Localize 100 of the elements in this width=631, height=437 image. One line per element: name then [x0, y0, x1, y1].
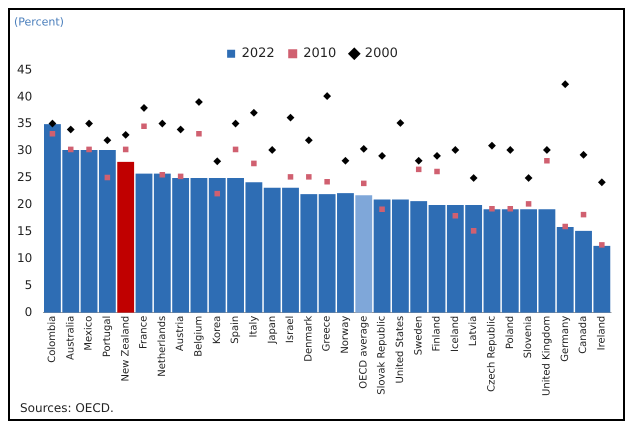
legend-label: 2022 — [242, 46, 275, 62]
point — [141, 123, 147, 130]
point — [506, 146, 514, 154]
point — [232, 120, 240, 128]
point — [160, 172, 166, 178]
x-tick-label: OECD average — [358, 316, 370, 389]
point — [415, 157, 422, 164]
point — [140, 104, 148, 112]
bar — [355, 195, 372, 313]
point — [68, 146, 74, 152]
x-tick-label: Greece — [322, 316, 333, 352]
y-tick-label: 40 — [16, 89, 32, 104]
point — [288, 174, 294, 180]
point — [214, 190, 220, 196]
x-tick-label: Colombia — [47, 316, 58, 363]
y-tick-label: 10 — [16, 250, 32, 265]
point — [580, 212, 586, 218]
x-tick-label: Ireland — [596, 316, 608, 350]
point — [176, 126, 184, 134]
y-tick-label: 20 — [16, 197, 32, 212]
point — [251, 160, 257, 166]
x-tick-label: Mexico — [84, 316, 95, 351]
x-tick-label: Denmark — [303, 316, 314, 362]
point — [433, 152, 441, 160]
point — [196, 131, 202, 137]
x-tick-label: United Kingdom — [541, 316, 552, 396]
point — [360, 145, 368, 153]
x-tick-label: Germany — [560, 316, 571, 362]
point — [195, 98, 203, 106]
point — [470, 174, 478, 182]
point — [178, 174, 184, 180]
point — [214, 158, 221, 165]
x-tick-label: Poland — [504, 316, 516, 350]
point — [305, 136, 313, 144]
y-tick-label: 5 — [24, 278, 32, 292]
x-tick-label: Finland — [432, 316, 443, 352]
x-tick-label: New Zealand — [120, 316, 132, 382]
point — [470, 228, 476, 234]
x-tick-label: Australia — [65, 316, 76, 360]
y-tick-label: 35 — [16, 116, 32, 130]
point — [361, 180, 367, 186]
y-tick-label: 30 — [16, 143, 32, 158]
point — [544, 158, 550, 164]
x-tick-label: Italy — [248, 316, 260, 338]
point — [489, 206, 495, 212]
point — [86, 146, 92, 152]
point — [232, 146, 238, 152]
legend-label: 2010 — [303, 46, 336, 62]
point — [524, 174, 532, 182]
x-tick-label: Czech Republic — [486, 316, 498, 392]
point — [562, 80, 569, 88]
bar — [117, 162, 134, 313]
x-tick-label: Slovak Republic — [376, 316, 388, 395]
x-tick-label: Slovenia — [523, 316, 534, 358]
x-tick-label: Austria — [175, 316, 186, 352]
point — [543, 146, 551, 154]
point — [488, 142, 496, 150]
point — [268, 146, 276, 154]
point — [598, 178, 606, 186]
point — [378, 152, 386, 160]
x-tick-label: Belgium — [194, 316, 205, 357]
point — [599, 242, 605, 248]
point — [526, 201, 532, 207]
point — [50, 131, 56, 137]
chart-title: (Percent) — [14, 15, 64, 28]
point — [508, 206, 514, 212]
x-tick-label: Japan — [266, 316, 278, 345]
point — [396, 119, 404, 127]
point — [562, 224, 568, 230]
x-tick-label: Latvia — [468, 316, 480, 346]
point — [250, 109, 258, 116]
point — [306, 174, 312, 180]
x-tick-label: France — [138, 316, 150, 349]
x-tick-label: Israel — [285, 316, 296, 344]
y-tick-label: 0 — [24, 304, 32, 319]
point — [323, 92, 331, 100]
x-tick-label: Sweden — [413, 316, 424, 356]
x-tick-label: Canada — [578, 316, 590, 354]
point — [580, 151, 588, 159]
legend-label: 2000 — [364, 46, 398, 62]
point — [452, 212, 458, 218]
x-tick-label: Iceland — [450, 316, 461, 352]
point — [286, 114, 294, 122]
point — [158, 120, 166, 128]
point — [104, 136, 112, 144]
point — [434, 168, 440, 174]
point — [104, 174, 110, 180]
x-tick-label: Spain — [230, 316, 242, 344]
y-tick-label: 25 — [16, 170, 32, 184]
source-note: Sources: OECD. — [19, 400, 115, 417]
x-tick-label: Norway — [340, 316, 352, 354]
point — [85, 120, 93, 128]
point — [452, 146, 460, 154]
point — [324, 179, 330, 185]
x-tick-label: Portugal — [102, 316, 113, 358]
point — [122, 131, 130, 139]
point — [342, 157, 350, 164]
y-tick-label: 15 — [16, 224, 32, 238]
y-tick-label: 45 — [16, 62, 32, 76]
point — [48, 120, 56, 128]
